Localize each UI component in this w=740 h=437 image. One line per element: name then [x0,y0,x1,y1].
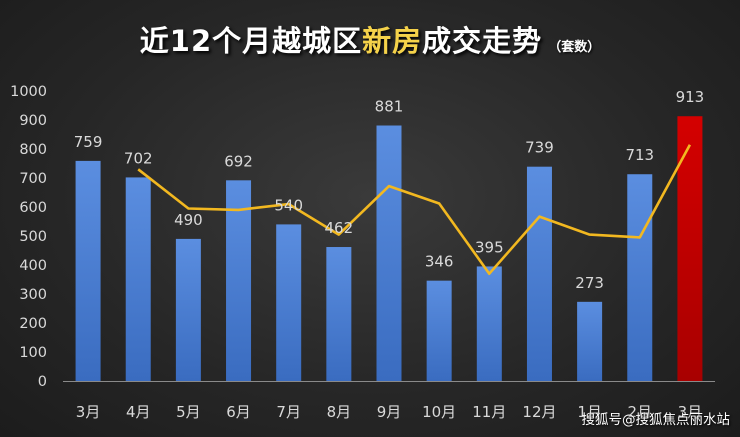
bar [677,116,703,381]
data-label: 346 [425,253,454,271]
data-label: 273 [575,274,604,292]
data-label: 913 [676,88,705,106]
x-tick-label: 3月 [76,403,101,421]
bar [627,174,653,381]
data-label: 490 [174,211,203,229]
data-label: 739 [525,139,554,157]
data-label: 692 [224,152,253,170]
watermark: 搜狐号@搜狐焦点丽水站 [581,412,731,428]
x-tick-label: 11月 [472,403,506,421]
y-tick-label: 100 [19,345,47,361]
x-tick-label: 9月 [377,403,402,421]
y-tick-label: 900 [19,113,47,129]
x-tick-label: 2月 [627,403,652,421]
trend-line [137,144,692,275]
data-label: 462 [325,219,354,237]
x-tick-label: 4月 [126,403,151,421]
title-highlight: 新房 [362,24,423,58]
chart-title-main: 近12个月越城区新房成交走势 [140,24,542,58]
y-tick-label: 0 [38,374,47,390]
bar [577,301,603,381]
x-tick-label: 5月 [176,403,201,421]
x-tick-label: 6月 [226,403,251,421]
chart-title: 近12个月越城区新房成交走势 （套数） [0,18,740,60]
x-tick-label: 12月 [522,403,556,421]
y-tick-label: 800 [19,142,47,158]
data-label: 713 [625,146,654,164]
data-label: 395 [475,238,504,256]
bar [75,160,101,381]
bar [226,180,252,381]
x-tick-label: 10月 [422,403,456,421]
x-tick-label: 3月 [678,403,703,421]
bar [376,125,402,381]
bar [276,224,302,381]
y-tick-label: 300 [19,287,47,303]
y-tick-label: 500 [19,229,47,245]
data-label: 702 [124,149,153,167]
title-part1: 近12个月越城区 [139,24,363,58]
data-label: 881 [375,98,404,116]
x-tick-label: 7月 [276,403,301,421]
x-tick-label: 1月 [577,403,602,421]
y-tick-label: 1000 [10,84,47,100]
chart-unit-label: （套数） [548,40,601,55]
y-tick-label: 600 [19,200,47,216]
y-tick-label: 400 [19,258,47,274]
x-tick-label: 8月 [327,403,352,421]
data-label: 759 [74,133,103,151]
data-label: 540 [274,196,303,214]
y-tick-label: 200 [19,316,47,332]
bar [175,238,201,381]
bar [476,266,502,381]
y-tick-label: 700 [19,171,47,187]
bar [125,177,151,381]
bar [326,247,352,381]
bar [526,166,552,381]
title-part2: 成交走势 [422,24,543,58]
bar [426,280,452,381]
